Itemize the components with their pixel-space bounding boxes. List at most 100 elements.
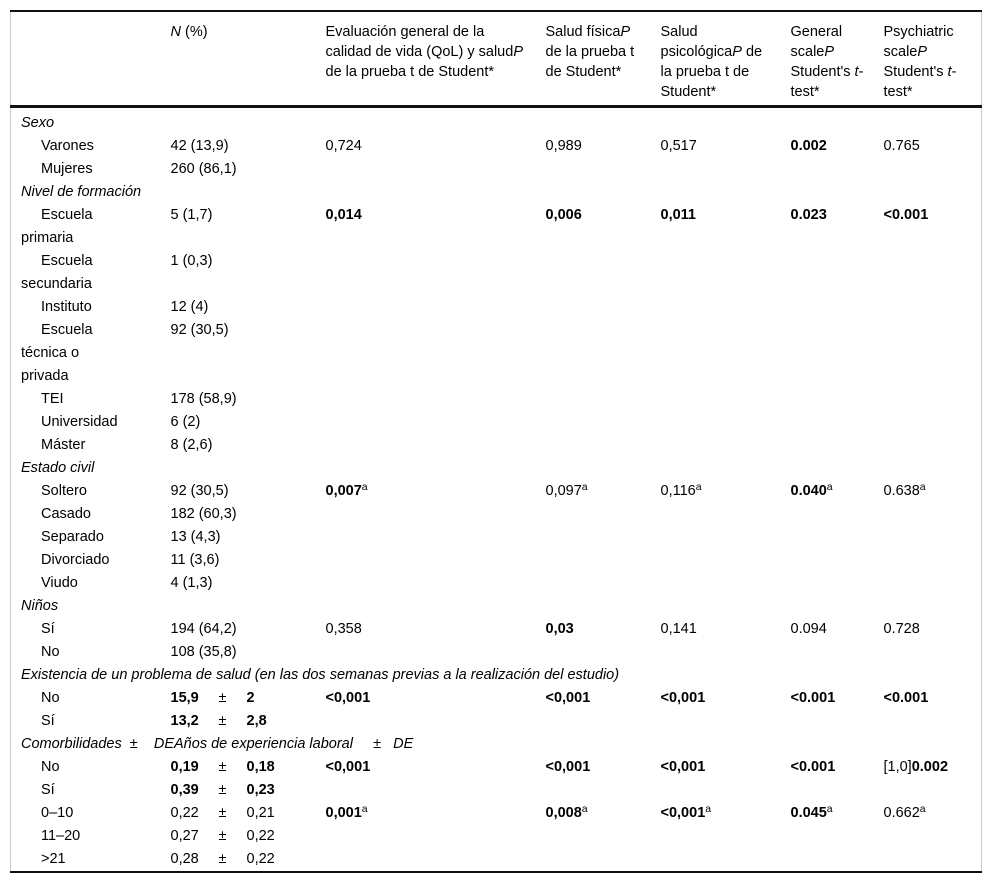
row-label: Sí <box>41 621 55 637</box>
p-value-cell <box>874 825 982 848</box>
header-text-segment: P <box>824 44 835 60</box>
p-value-cell <box>536 388 651 411</box>
sd-value: 0,22 <box>246 851 275 867</box>
p-value: <0,001 <box>660 759 706 775</box>
p-value-cell <box>874 779 982 802</box>
p-value: 0.045 <box>790 805 827 821</box>
n-percent-cell: 92 (30,5) <box>161 480 316 503</box>
p-value: <0,001 <box>545 759 591 775</box>
header-text-segment: P <box>513 44 523 60</box>
p-value: 0,008 <box>545 805 582 821</box>
p-value-cell: 0.045a <box>781 802 874 825</box>
p-value-cell <box>874 411 982 434</box>
table-row: Sí 194 (64,2) 0,358 0,03 0,141 0.094 0.728 <box>11 618 982 641</box>
n-percent-value: 108 (35,8) <box>170 644 237 660</box>
mean-value: 0,27 <box>170 828 199 844</box>
p-value-cell <box>536 250 651 296</box>
table-row: Separado 13 (4,3) <box>11 526 982 549</box>
p-value-cell <box>651 710 781 733</box>
n-percent-value: 13 (4,3) <box>170 529 221 545</box>
p-value-cell: <0,001 <box>316 687 536 710</box>
section-row: Nivel de formación <box>11 181 982 204</box>
p-value-cell: 0.094 <box>781 618 874 641</box>
p-value: 0.002 <box>911 759 949 775</box>
table-row: Escuela secundaria 1 (0,3) <box>11 250 982 296</box>
p-value-cell <box>781 526 874 549</box>
footnote-marker: a <box>919 803 926 815</box>
p-value-cell: 0,001a <box>316 802 536 825</box>
column-header-n-percent: N (%) <box>160 11 316 108</box>
row-label: Universidad <box>41 414 118 430</box>
mean-value: 0,19 <box>170 759 199 775</box>
p-value-cell <box>536 710 651 733</box>
row-label: Mujeres <box>41 161 93 177</box>
p-value-cell: 0,097a <box>536 480 651 503</box>
p-value-cell <box>874 641 982 664</box>
header-text-segment: P <box>917 44 928 60</box>
p-value: 0.002 <box>790 138 827 154</box>
row-label: Soltero <box>41 483 87 499</box>
footnote-marker: a <box>581 803 588 815</box>
footnote-marker: a <box>705 803 712 815</box>
n-percent-cell: 5 (1,7) <box>161 204 316 250</box>
row-label: Sí <box>41 713 55 729</box>
p-value-cell <box>651 411 781 434</box>
n-percent-cell: 0,39 ±0,23 <box>161 779 316 802</box>
n-percent-value: 5 (1,7) <box>170 207 213 223</box>
header-text-segment: N <box>170 24 181 40</box>
p-value-cell <box>316 434 536 457</box>
p-value-cell <box>874 158 982 181</box>
p-value: 0,358 <box>325 621 362 637</box>
p-value-cell <box>651 848 781 872</box>
p-value-cell: 0,014 <box>316 204 536 250</box>
p-value-cell <box>874 549 982 572</box>
p-value-cell <box>781 319 874 388</box>
p-value: 0.662 <box>883 805 920 821</box>
footnote-marker: a <box>361 803 368 815</box>
p-value-cell <box>874 434 982 457</box>
p-value-cell: 0.638a <box>874 480 982 503</box>
row-label: Máster <box>41 437 86 453</box>
p-value-cell: <0,001 <box>316 756 536 779</box>
n-percent-cell: 92 (30,5) <box>161 319 316 388</box>
p-value-cell <box>316 158 536 181</box>
table-row: Universidad 6 (2) <box>11 411 982 434</box>
section-header: Comorbilidades ± DEAños de experiencia l… <box>21 736 414 752</box>
table-row: Instituto 12 (4) <box>11 296 982 319</box>
p-value-cell <box>874 526 982 549</box>
table-row: No 108 (35,8) <box>11 641 982 664</box>
n-percent-value: 194 (64,2) <box>170 621 237 637</box>
p-value-cell <box>651 572 781 595</box>
plus-minus-sign: ± <box>218 828 227 844</box>
table-row: No 15,9 ±2 <0,001 <0,001 <0,001 <0.001 <0.001 <box>11 687 982 710</box>
p-value: <0,001 <box>325 759 371 775</box>
header-text-segment: (%) <box>180 24 208 40</box>
n-percent-cell: 4 (1,3) <box>161 572 316 595</box>
p-value-cell <box>781 572 874 595</box>
n-percent-value: 11 (3,6) <box>170 552 220 568</box>
header-text-segment: -test* <box>790 64 864 100</box>
p-value-cell <box>536 779 651 802</box>
p-value-cell: 0.040a <box>781 480 874 503</box>
p-value-cell: 0,116a <box>651 480 781 503</box>
table-row: Escuela primaria 5 (1,7) 0,014 0,006 0,011 0.… <box>11 204 982 250</box>
n-percent-value: 260 (86,1) <box>170 161 237 177</box>
header-text-segment: P <box>620 24 631 40</box>
plus-minus-sign: ± <box>218 851 227 867</box>
p-value-cell <box>536 549 651 572</box>
p-value-cell <box>536 641 651 664</box>
section-header: Existencia de un problema de salud (en l… <box>21 667 620 683</box>
p-value-cell <box>874 296 982 319</box>
p-value: <0,001 <box>660 690 706 706</box>
table-row: Mujeres 260 (86,1) <box>11 158 982 181</box>
n-percent-value: 92 (30,5) <box>170 483 229 499</box>
p-value: 0.728 <box>883 621 920 637</box>
p-value-cell <box>874 572 982 595</box>
p-value-cell: [1,0]0.002 <box>874 756 982 779</box>
p-value-cell <box>316 848 536 872</box>
table-row: Máster 8 (2,6) <box>11 434 982 457</box>
p-value: 0.638 <box>883 483 920 499</box>
p-value-cell <box>316 572 536 595</box>
table-row: Sí 0,39 ±0,23 <box>11 779 982 802</box>
p-value-cell <box>874 503 982 526</box>
